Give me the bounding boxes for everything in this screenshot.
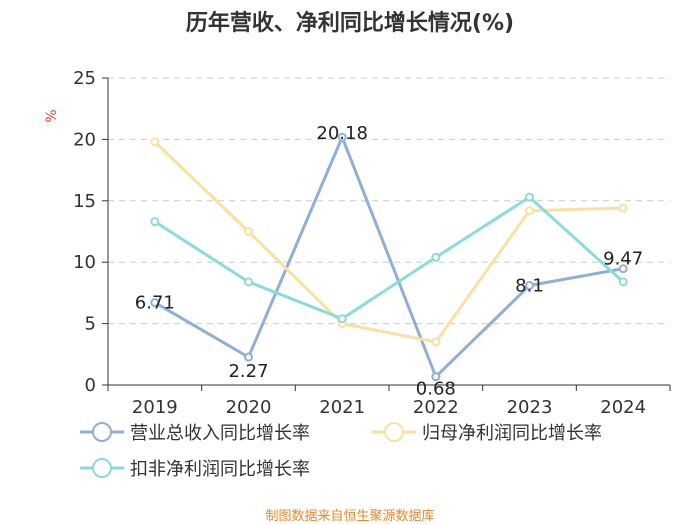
legend-label: 扣非净利润同比增长率: [130, 459, 310, 480]
series-2-point-2021: [337, 314, 347, 324]
y-tick-label: 20: [73, 129, 96, 150]
series-0-point-2019: [150, 298, 160, 308]
series-2-point-2023: [525, 192, 534, 202]
legend-item-1[interactable]: 归母净利润同比增长率: [372, 422, 602, 444]
series-line-1: [153, 140, 625, 344]
data-label-2024: 9.47: [603, 249, 643, 270]
series-2-point-2019: [150, 217, 160, 227]
series-0-point-2020: [244, 352, 253, 362]
x-tick-label-2024: 2024: [600, 397, 646, 418]
data-label-2022: 0.68: [416, 379, 456, 400]
series-0-point-2022: [431, 372, 441, 382]
legend-circle-icon: [92, 422, 112, 442]
series-2-point-2022: [431, 252, 441, 262]
series-0-point-2021: [337, 132, 347, 142]
series-1-point-2024: [618, 203, 628, 213]
x-tick-label-2023: 2023: [507, 397, 553, 418]
data-label-2023: 8.1: [515, 276, 544, 297]
y-tick-label: 0: [85, 375, 96, 396]
x-tick-label-2019: 2019: [132, 397, 178, 418]
chart-title: 历年营收、净利同比增长情况(%): [186, 10, 514, 36]
data-series: [150, 132, 628, 382]
series-0-point-2023: [525, 281, 534, 291]
grid-lines: [108, 77, 670, 325]
series-line-2: [153, 195, 625, 321]
data-label-2019: 6.71: [135, 293, 175, 314]
data-label-2021: 20.18: [316, 123, 368, 144]
series-1-point-2022: [431, 337, 441, 347]
x-tick-label-2021: 2021: [319, 397, 365, 418]
x-tick-label-2022: 2022: [413, 397, 459, 418]
series-1-point-2020: [244, 227, 253, 236]
series-1-point-2019: [150, 137, 160, 147]
series-line-0: [153, 135, 625, 379]
x-tick-label-2020: 2020: [226, 397, 272, 418]
legend-label: 营业总收入同比增长率: [130, 423, 310, 444]
legend-circle-icon: [384, 422, 404, 442]
series-2-point-2020: [244, 277, 253, 287]
y-tick-label: 15: [73, 191, 96, 212]
series-0-point-2024: [618, 264, 628, 274]
legend-label: 归母净利润同比增长率: [422, 423, 602, 444]
data-labels: 6.71 2.27 20.18 0.68 8.1 9.47: [135, 123, 643, 399]
source-note: 制图数据来自恒生聚源数据库: [265, 508, 434, 524]
axes: 0 5 10 15 20 25 2019 2020 2021 2022 2023 2024: [73, 68, 671, 418]
legend-circle-icon: [92, 458, 112, 478]
legend-item-0[interactable]: 营业总收入同比增长率: [80, 422, 310, 444]
y-tick-label: 10: [73, 252, 96, 273]
y-tick-label: 5: [85, 314, 96, 335]
series-2-point-2024: [618, 277, 628, 287]
legend-item-2[interactable]: 扣非净利润同比增长率: [80, 458, 310, 480]
data-label-2020: 2.27: [228, 361, 268, 382]
y-axis-unit-label: %: [44, 109, 60, 122]
y-tick-label: 25: [73, 68, 96, 89]
series-1-point-2023: [525, 206, 534, 216]
